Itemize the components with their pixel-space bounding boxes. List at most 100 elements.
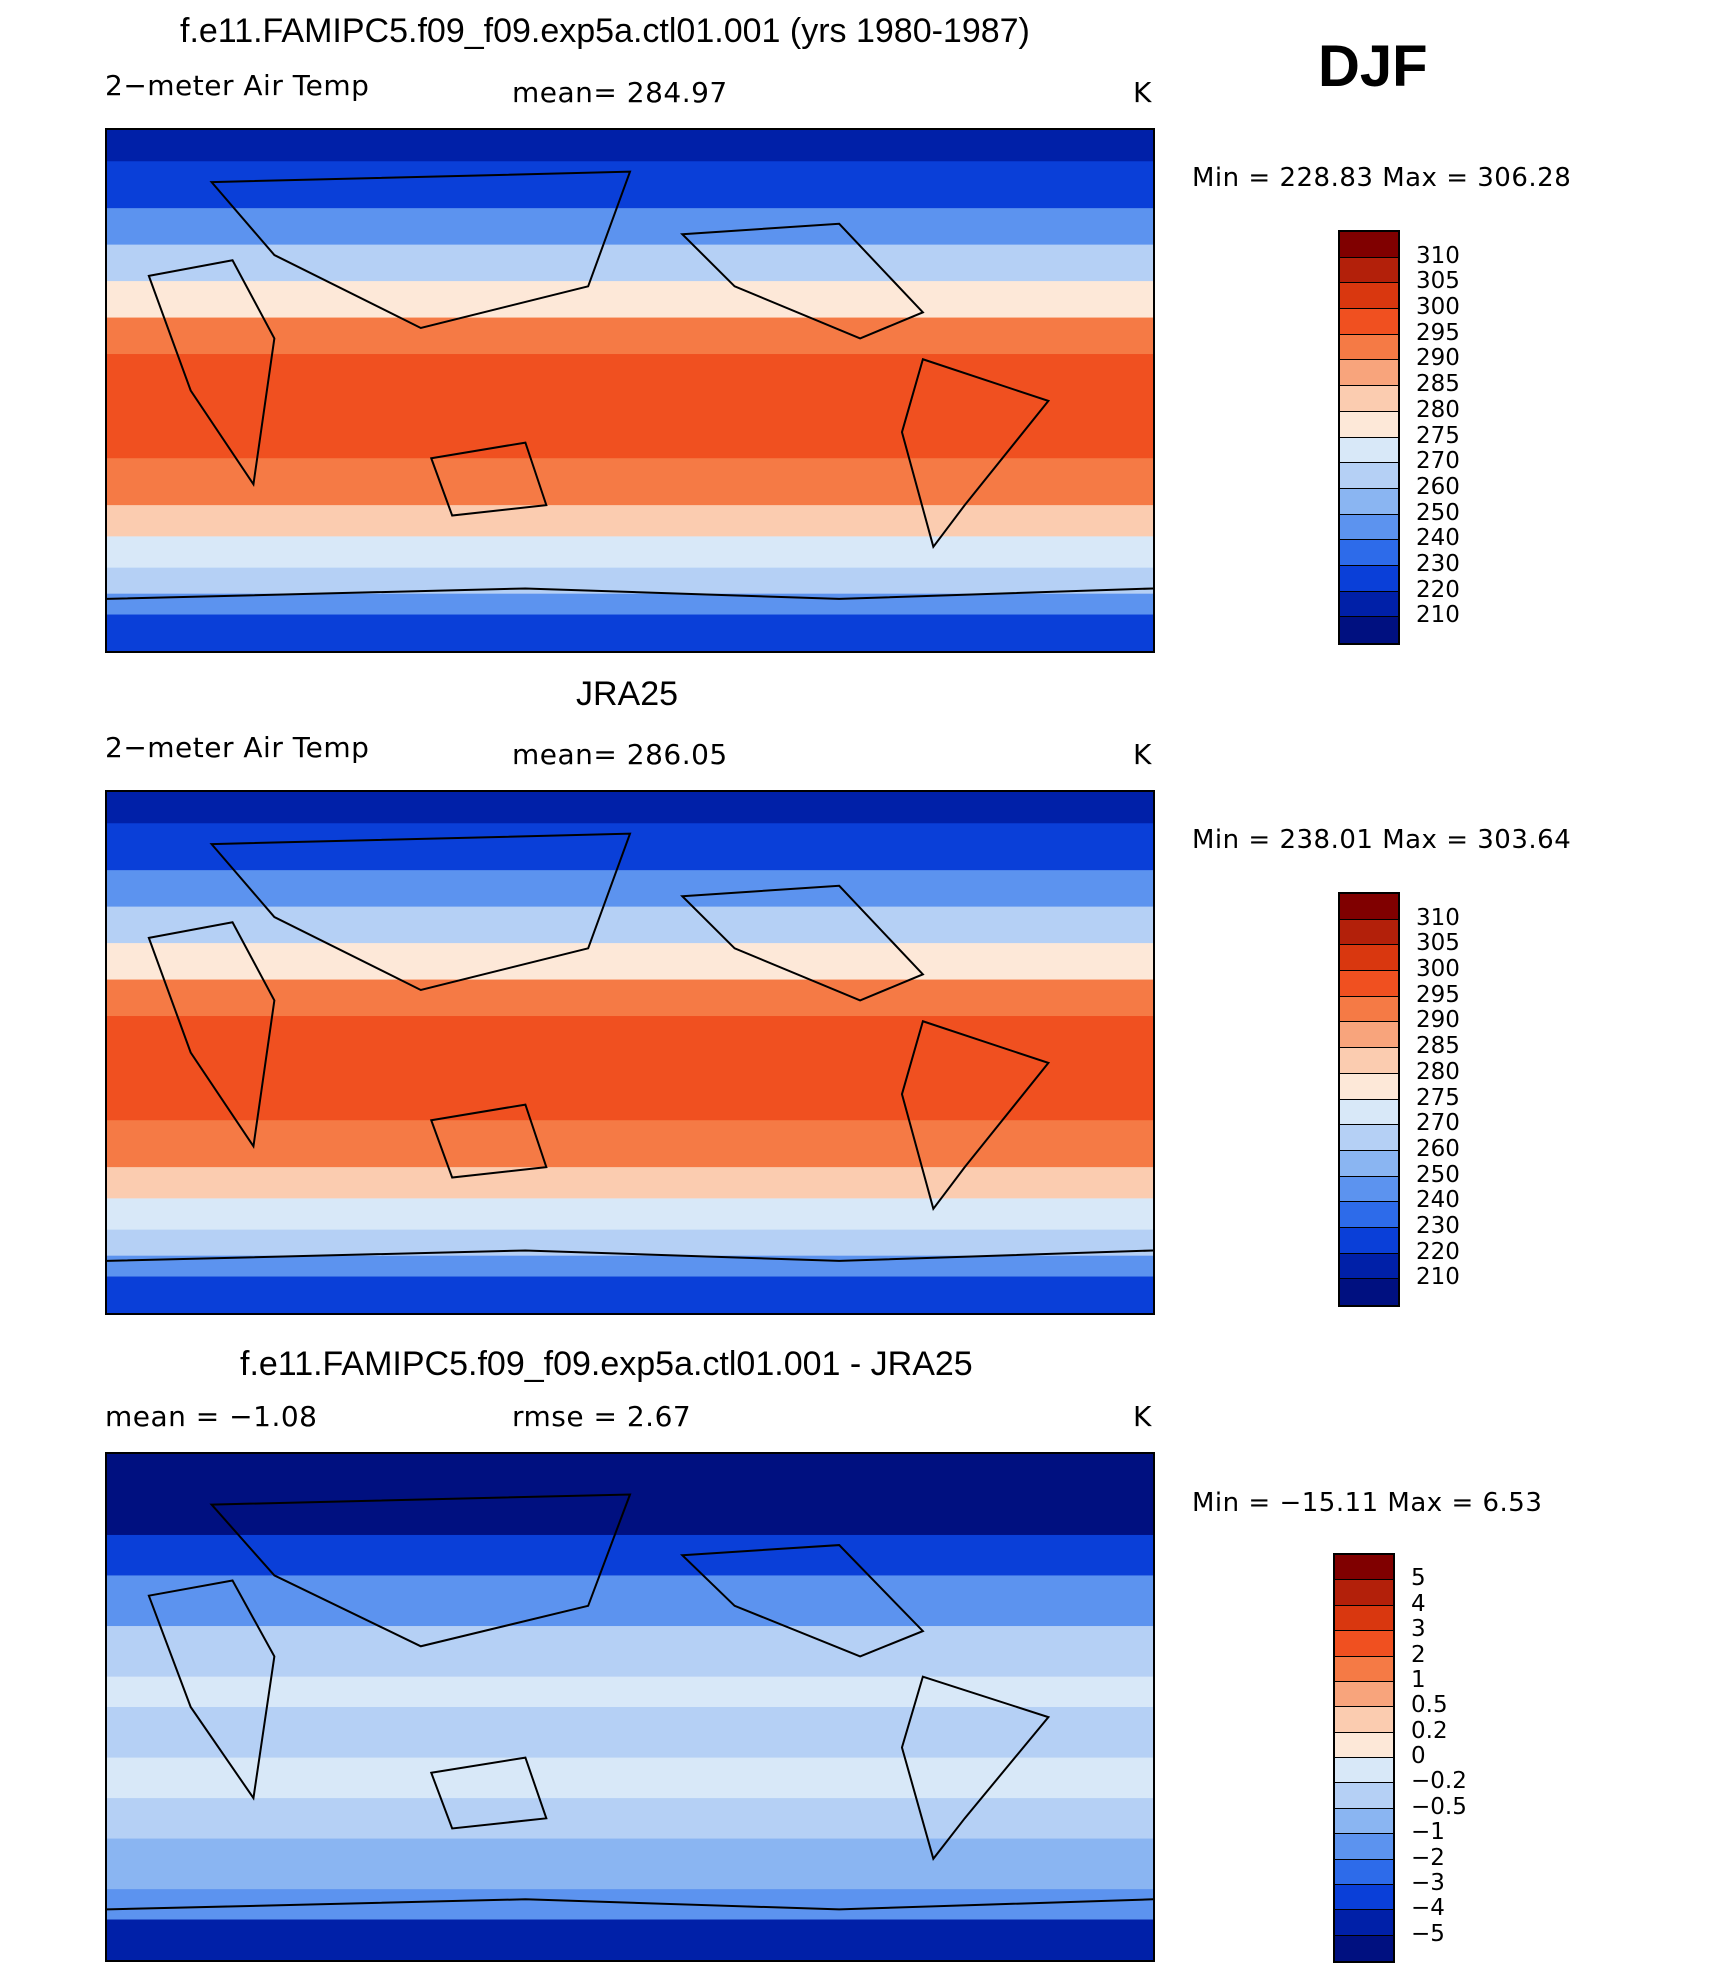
colorbar-segment	[1340, 591, 1398, 618]
colorbar-label: 230	[1416, 1212, 1460, 1239]
colorbar-label: −5	[1411, 1920, 1445, 1947]
mean-label-diff: mean = −1.08	[105, 1400, 318, 1433]
colorbar-segment	[1335, 1732, 1393, 1758]
field-band	[107, 1919, 1153, 1960]
colorbar-label: 260	[1416, 473, 1460, 500]
minmax-obs: Min = 238.01 Max = 303.64	[1192, 825, 1572, 855]
colorbar-segment	[1335, 1605, 1393, 1632]
colorbar-label: 5	[1411, 1565, 1426, 1592]
field-band	[107, 567, 1153, 595]
colorbar-label: 285	[1416, 371, 1460, 398]
panel-title-diff: f.e11.FAMIPC5.f09_f09.exp5a.ctl01.001 - …	[240, 1345, 973, 1383]
field-band	[107, 906, 1153, 945]
coastline	[679, 1544, 925, 1658]
minmax-model: Min = 228.83 Max = 306.28	[1192, 163, 1572, 193]
colorbar-segment	[1340, 437, 1398, 464]
colorbar-label: 0.2	[1411, 1717, 1448, 1744]
minmax-diff: Min = −15.11 Max = 6.53	[1192, 1488, 1543, 1518]
colorbar-segment	[1340, 514, 1398, 541]
field-band	[107, 1255, 1153, 1278]
coastline	[107, 1249, 1153, 1262]
map-field	[107, 130, 1153, 651]
colorbar-label: 250	[1416, 1161, 1460, 1188]
colorbar-segment	[1340, 1227, 1398, 1254]
coastline	[680, 222, 925, 340]
colorbar-segment	[1340, 283, 1398, 310]
colorbar-segment	[1340, 919, 1398, 946]
field-band	[107, 870, 1153, 908]
panel-title-obs: JRA25	[576, 675, 679, 713]
colorbar-segment	[1340, 971, 1398, 997]
colorbar-segment	[1340, 1099, 1398, 1126]
field-band	[107, 536, 1153, 569]
colorbar-segment	[1340, 1150, 1398, 1177]
colorbar-label: −0.2	[1411, 1768, 1467, 1795]
field-band	[107, 208, 1153, 246]
map-obs	[105, 790, 1155, 1315]
colorbar-label: −3	[1411, 1869, 1445, 1896]
field-band	[107, 979, 1153, 1018]
colorbar-segment	[1340, 488, 1398, 515]
field-band	[107, 1167, 1153, 1200]
panel-title-model: f.e11.FAMIPC5.f09_f09.exp5a.ctl01.001 (y…	[180, 12, 1030, 50]
season-label: DJF	[1318, 34, 1428, 99]
field-band	[107, 400, 1153, 460]
field-band	[107, 505, 1153, 538]
colorbar-label: 240	[1416, 1187, 1460, 1214]
field-band	[107, 1707, 1153, 1759]
field-band	[107, 1062, 1153, 1122]
colorbar-label: −1	[1411, 1819, 1445, 1846]
colorbar-label: 210	[1416, 1264, 1460, 1291]
colorbar-label: 1	[1411, 1666, 1426, 1693]
colorbar-label: 280	[1416, 396, 1460, 423]
field-band	[107, 244, 1153, 283]
coastline	[900, 357, 1051, 550]
colorbar-segment	[1340, 894, 1398, 920]
map-field	[107, 1454, 1153, 1960]
colorbar-label: 270	[1416, 448, 1460, 475]
colorbar-segment	[1340, 386, 1398, 412]
colorbar-label: 290	[1416, 1007, 1460, 1034]
field-band	[107, 792, 1153, 825]
colorbar-segment	[1340, 1048, 1398, 1074]
units-label-diff: K	[1133, 1400, 1152, 1433]
coastline	[209, 170, 632, 330]
colorbar-segment	[1340, 1279, 1398, 1305]
colorbar-segment	[1340, 1022, 1398, 1049]
colorbar-segment	[1335, 1910, 1393, 1936]
field-band	[107, 1798, 1153, 1840]
coastline	[209, 1493, 632, 1648]
colorbar-label: 210	[1416, 602, 1460, 629]
colorbar-label: 295	[1416, 319, 1460, 346]
colorbar-label: 250	[1416, 499, 1460, 526]
field-band	[107, 161, 1153, 210]
variable-label-obs: 2−meter Air Temp	[105, 731, 370, 764]
colorbar-label: 2	[1411, 1641, 1426, 1668]
colorbar-label: 220	[1416, 576, 1460, 603]
field-band	[107, 1626, 1153, 1678]
rmse-label-diff: rmse = 2.67	[512, 1400, 692, 1433]
colorbar-obs	[1338, 892, 1400, 1307]
field-band	[107, 943, 1153, 981]
field-band	[107, 823, 1153, 872]
colorbar-label: 270	[1416, 1110, 1460, 1137]
colorbar-segment	[1335, 1834, 1393, 1860]
colorbar-segment	[1335, 1884, 1393, 1911]
colorbar-label: 0	[1411, 1743, 1426, 1769]
field-band	[107, 1534, 1153, 1577]
colorbar-segment	[1335, 1808, 1393, 1835]
colorbar-label: 240	[1416, 525, 1460, 552]
field-band	[107, 1198, 1153, 1231]
field-band	[107, 354, 1153, 402]
colorbar-label: 3	[1411, 1616, 1426, 1643]
units-label-model: K	[1133, 76, 1152, 109]
colorbar-label: 305	[1416, 268, 1460, 295]
coastline	[147, 921, 276, 1150]
colorbar-label: 4	[1411, 1590, 1426, 1617]
field-band	[107, 1575, 1153, 1628]
colorbar-label: 285	[1416, 1033, 1460, 1060]
colorbar-label: −4	[1411, 1895, 1445, 1922]
colorbar-label: 290	[1416, 345, 1460, 372]
map-model	[105, 128, 1155, 653]
mean-label-obs: mean= 286.05	[512, 738, 728, 771]
